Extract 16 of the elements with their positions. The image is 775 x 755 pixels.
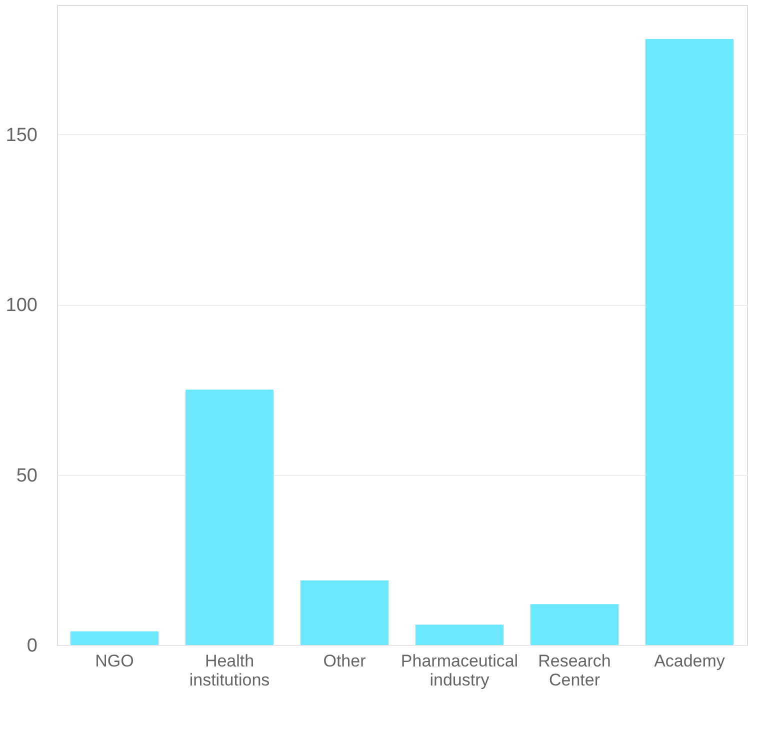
x-tick-label: Research Center [538, 652, 611, 690]
bar [300, 580, 388, 645]
x-tick-label: Pharmaceutical industry [400, 652, 518, 690]
x-tick-label: Other [323, 652, 366, 670]
x-tick-label: NGO [95, 652, 134, 670]
bar [70, 631, 158, 645]
y-tick-label: 0 [26, 636, 38, 656]
y-tick-label: 150 [6, 124, 38, 146]
bar [530, 604, 618, 645]
bar [186, 390, 274, 645]
y-tick-label: 100 [6, 295, 38, 316]
x-tick-label: Health institutions [189, 652, 270, 690]
bar [416, 624, 504, 645]
y-tick-label: 50 [16, 465, 38, 486]
bar [646, 39, 734, 645]
x-tick-label: Academy [654, 652, 726, 670]
